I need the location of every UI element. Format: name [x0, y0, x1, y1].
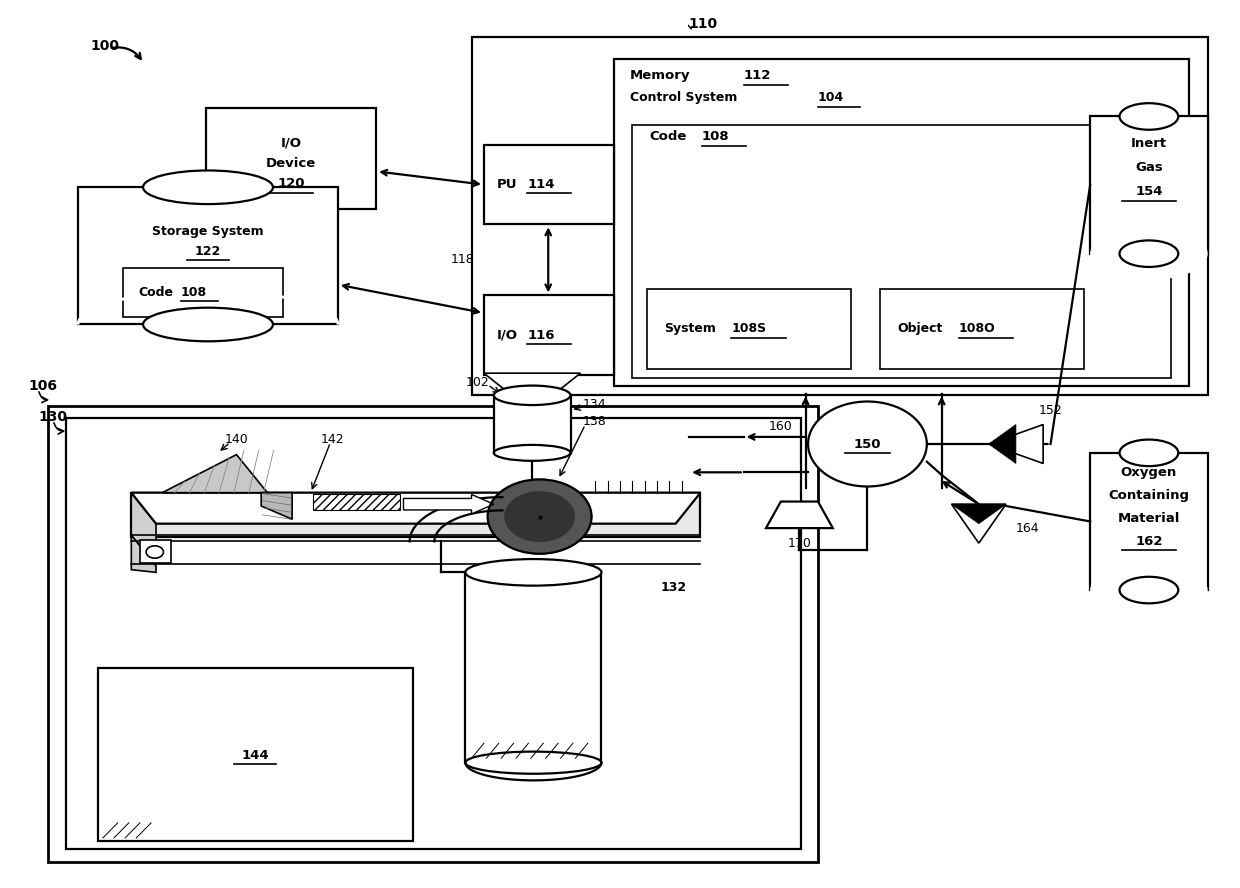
Text: 132: 132 [661, 581, 687, 594]
Ellipse shape [1120, 440, 1178, 466]
FancyBboxPatch shape [484, 296, 614, 375]
Text: 160: 160 [769, 420, 792, 432]
Text: 142: 142 [321, 433, 345, 446]
FancyBboxPatch shape [206, 107, 376, 210]
Polygon shape [131, 493, 701, 524]
Text: Storage System: Storage System [153, 225, 264, 238]
Text: 108O: 108O [959, 322, 996, 336]
FancyBboxPatch shape [494, 395, 570, 453]
Text: Inert: Inert [1131, 137, 1167, 149]
Circle shape [505, 492, 574, 542]
Ellipse shape [1090, 227, 1208, 281]
Polygon shape [988, 424, 1043, 464]
FancyBboxPatch shape [465, 573, 601, 763]
FancyBboxPatch shape [78, 187, 339, 324]
Text: 130: 130 [38, 410, 67, 424]
Text: I/O: I/O [280, 137, 301, 149]
Text: 120: 120 [278, 178, 305, 190]
Text: 162: 162 [1135, 535, 1163, 548]
Text: Device: Device [265, 157, 316, 170]
Text: 110: 110 [688, 17, 717, 30]
Text: 114: 114 [527, 178, 554, 191]
FancyBboxPatch shape [647, 289, 852, 369]
Polygon shape [162, 455, 268, 493]
Polygon shape [988, 424, 1016, 464]
FancyBboxPatch shape [471, 36, 1208, 395]
Text: Gas: Gas [1135, 162, 1163, 174]
Ellipse shape [143, 307, 273, 341]
Polygon shape [766, 502, 833, 528]
FancyArrow shape [403, 495, 494, 514]
Text: 118: 118 [450, 253, 474, 266]
Text: 112: 112 [744, 69, 771, 83]
Ellipse shape [1120, 241, 1178, 267]
FancyBboxPatch shape [66, 418, 801, 850]
Text: 140: 140 [224, 433, 248, 446]
Text: 134: 134 [583, 398, 606, 410]
Text: 106: 106 [29, 379, 57, 393]
Ellipse shape [465, 559, 601, 585]
Polygon shape [951, 504, 1006, 543]
FancyBboxPatch shape [484, 145, 614, 225]
Text: Memory: Memory [630, 69, 691, 83]
Polygon shape [131, 493, 156, 566]
Text: 100: 100 [91, 39, 119, 52]
Ellipse shape [1120, 577, 1178, 603]
FancyBboxPatch shape [140, 541, 171, 563]
Text: 154: 154 [1135, 186, 1163, 198]
Text: 122: 122 [195, 244, 221, 258]
Text: Containing: Containing [1109, 488, 1189, 502]
Ellipse shape [494, 445, 570, 461]
Ellipse shape [143, 170, 273, 204]
Polygon shape [484, 373, 580, 391]
Text: 116: 116 [527, 329, 554, 342]
FancyBboxPatch shape [880, 289, 1084, 369]
FancyBboxPatch shape [1090, 116, 1208, 254]
Text: 104: 104 [818, 91, 844, 105]
Text: Control System: Control System [630, 91, 738, 105]
Polygon shape [131, 535, 156, 573]
Text: I/O: I/O [496, 329, 517, 342]
Text: 170: 170 [787, 536, 811, 550]
Text: 144: 144 [242, 749, 269, 762]
Polygon shape [262, 493, 293, 519]
Text: 102: 102 [466, 376, 490, 389]
Circle shape [146, 546, 164, 559]
Polygon shape [951, 504, 1006, 524]
Text: 164: 164 [1016, 521, 1039, 535]
FancyBboxPatch shape [614, 59, 1189, 386]
Ellipse shape [1090, 564, 1208, 616]
FancyBboxPatch shape [1090, 453, 1208, 590]
Text: 108S: 108S [732, 322, 766, 336]
Text: Code: Code [139, 286, 174, 299]
Circle shape [487, 480, 591, 554]
FancyBboxPatch shape [98, 668, 413, 841]
Text: 152: 152 [1038, 404, 1061, 416]
Ellipse shape [465, 751, 601, 773]
Text: Code: Code [650, 131, 687, 143]
Text: Oxygen: Oxygen [1121, 466, 1177, 479]
FancyBboxPatch shape [632, 125, 1171, 377]
FancyBboxPatch shape [48, 406, 818, 862]
Text: 108: 108 [181, 286, 207, 299]
Circle shape [808, 401, 926, 487]
Ellipse shape [1120, 103, 1178, 130]
Text: System: System [665, 322, 717, 336]
Text: 138: 138 [583, 416, 606, 428]
Text: Material: Material [1117, 511, 1180, 525]
Text: 150: 150 [853, 438, 882, 450]
Polygon shape [131, 493, 701, 537]
Text: 108: 108 [702, 131, 729, 143]
Text: PU: PU [496, 178, 517, 191]
FancyBboxPatch shape [123, 268, 284, 316]
Ellipse shape [494, 385, 570, 405]
Text: Object: Object [897, 322, 942, 336]
